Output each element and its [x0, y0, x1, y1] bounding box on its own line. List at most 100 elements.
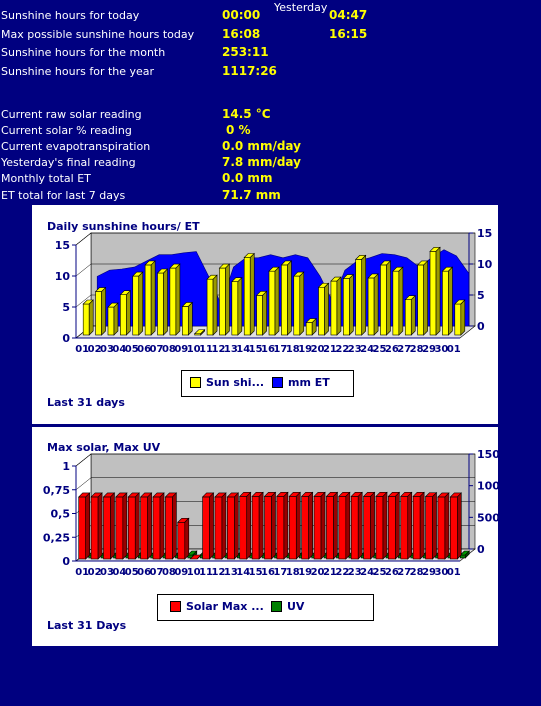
legend-item-uv: UV: [271, 599, 304, 613]
sunshine-bar-17-side: [299, 271, 305, 336]
solar-bar-20-side: [333, 491, 338, 560]
chart2-xtick-label-27: 28: [410, 567, 424, 578]
solar-bar-12: [227, 496, 235, 560]
sunshine-bar-0: [82, 303, 90, 336]
chart1-xtick-label-18: 19: [298, 344, 312, 355]
chart1-xtick-label-16: 17: [273, 344, 287, 355]
sunshine-bar-24: [380, 264, 387, 336]
legend-label-uv: UV: [287, 599, 305, 613]
chart2-xtick-label-10: 11: [199, 567, 213, 578]
chart2-xtick-label-0: 01: [75, 567, 89, 578]
solar-bar-2: [103, 496, 111, 560]
chart1-xtick-label-0: 01: [75, 344, 89, 355]
chart1-xtick-label-30: 01: [447, 344, 461, 355]
chart2-ytick-label-left-4: 1: [62, 460, 70, 473]
solar-bar-14-side: [258, 491, 264, 560]
chart2-xtick-label-3: 04: [112, 567, 126, 578]
chart1-grid-side-2: [75, 263, 92, 277]
solar-bar-24: [375, 496, 384, 560]
sunshine-bar-25-side: [398, 266, 404, 336]
chart2-xtick-label-4: 05: [125, 567, 139, 578]
chart1-xtick-label-13: 14: [236, 344, 250, 355]
chart2-ytick-label-right-2: 1000: [477, 480, 498, 493]
stat-value-year: 1117:26: [222, 64, 277, 78]
sunshine-bar-18: [305, 322, 313, 336]
solar-bar-9-side: [196, 554, 202, 560]
chart2-xtick-label-15: 16: [261, 567, 275, 578]
solar-bar-16-side: [283, 491, 289, 560]
chart2-xtick-label-30: 01: [447, 567, 461, 578]
solar-bar-10-side: [209, 492, 214, 560]
chart2-xtick-label-5: 06: [137, 567, 151, 578]
chart1-xtick-label-21: 22: [335, 344, 349, 355]
reading-value-et-7-days: 71.7 mm: [222, 188, 281, 202]
solar-bar-14: [251, 496, 260, 560]
chart2-xtick-label-25: 26: [385, 567, 399, 578]
chart1-xtick-label-26: 27: [397, 344, 411, 355]
solar-bar-27-side: [419, 491, 425, 560]
sunshine-bar-4: [132, 275, 140, 336]
solar-bar-25: [388, 496, 396, 560]
chart1-xtick-label-8: 09: [174, 344, 188, 355]
sunshine-bar-3-side: [126, 289, 131, 336]
sunshine-bar-17: [293, 275, 301, 336]
sunshine-bar-20-side: [336, 276, 342, 336]
chart2-legend: Solar Max ... UV: [157, 594, 374, 621]
reading-label-raw-solar: Current raw solar reading: [1, 108, 142, 121]
reading-label-et-7-days: ET total for last 7 days: [1, 189, 126, 202]
chart1-xtick-label-2: 03: [100, 344, 114, 355]
reading-label-yesterday-final: Yesterday's final reading: [1, 156, 136, 169]
stat-label-sunshine-today: Sunshine hours for today: [1, 9, 140, 22]
solar-bar-15: [264, 496, 272, 560]
sunshine-bar-0-side: [88, 299, 94, 336]
sunshine-bar-7-side: [175, 263, 181, 336]
sunshine-bar-23: [367, 277, 375, 336]
solar-bar-4-side: [134, 492, 140, 560]
sunshine-bar-12-side: [237, 276, 243, 336]
solar-bar-17-side: [295, 491, 301, 560]
stat-label-max-possible: Max possible sunshine hours today: [1, 28, 195, 41]
sunshine-bar-16-side: [287, 260, 292, 336]
legend-item-solar: Solar Max ...: [170, 599, 264, 613]
chart2-xtick-label-7: 08: [162, 567, 176, 578]
chart1-xtick-label-29: 30: [434, 344, 448, 355]
reading-value-yesterday-final: 7.8 mm/day: [222, 155, 301, 169]
legend-item-et: mm ET: [272, 375, 330, 389]
reading-value-solar-percent: 0 %: [226, 123, 251, 137]
sunshine-bar-23-side: [373, 273, 379, 336]
solar-bar-23-side: [370, 491, 375, 560]
solar-bar-20: [326, 496, 334, 560]
legend-swatch-solar: [170, 600, 181, 612]
sunshine-bar-10-side: [212, 274, 218, 336]
sunshine-bar-7: [169, 267, 177, 336]
sunshine-bar-13: [243, 257, 251, 336]
chart1-xtick-label-24: 25: [373, 344, 387, 355]
reading-value-monthly-et: 0.0 mm: [222, 171, 273, 185]
chart1-xtick-label-22: 23: [348, 344, 362, 355]
solar-bar-19: [313, 496, 322, 560]
legend-label-et: mm ET: [288, 375, 330, 389]
chart1-xtick-label-6: 07: [150, 344, 164, 355]
chart1-xtick-label-15: 16: [261, 344, 275, 355]
chart2-xtick-label-21: 22: [335, 567, 349, 578]
chart2-xtick-label-29: 30: [434, 567, 448, 578]
sunshine-bar-29: [442, 270, 449, 336]
sunshine-bar-26-side: [410, 294, 416, 336]
solar-bar-5: [140, 496, 148, 560]
reading-label-evapotranspiration: Current evapotranspiration: [1, 140, 151, 153]
sunshine-bar-8: [181, 306, 189, 336]
solar-bar-4: [127, 496, 136, 560]
reading-label-monthly-et: Monthly total ET: [1, 172, 91, 185]
solar-bar-29-side: [444, 492, 450, 560]
reading-value-evapotranspiration: 0.0 mm/day: [222, 139, 301, 153]
solar-bar-30: [450, 496, 458, 560]
sunshine-bar-21: [343, 278, 350, 336]
solar-bar-10: [202, 496, 210, 560]
sunshine-bar-11: [219, 267, 226, 336]
solar-bar-16: [276, 496, 285, 560]
sunshine-bar-8-side: [187, 301, 193, 336]
solar-bar-19-side: [320, 491, 326, 560]
sunshine-bar-12: [231, 281, 239, 336]
sunshine-bar-26: [404, 299, 412, 336]
sunshine-bar-2-side: [113, 302, 119, 336]
